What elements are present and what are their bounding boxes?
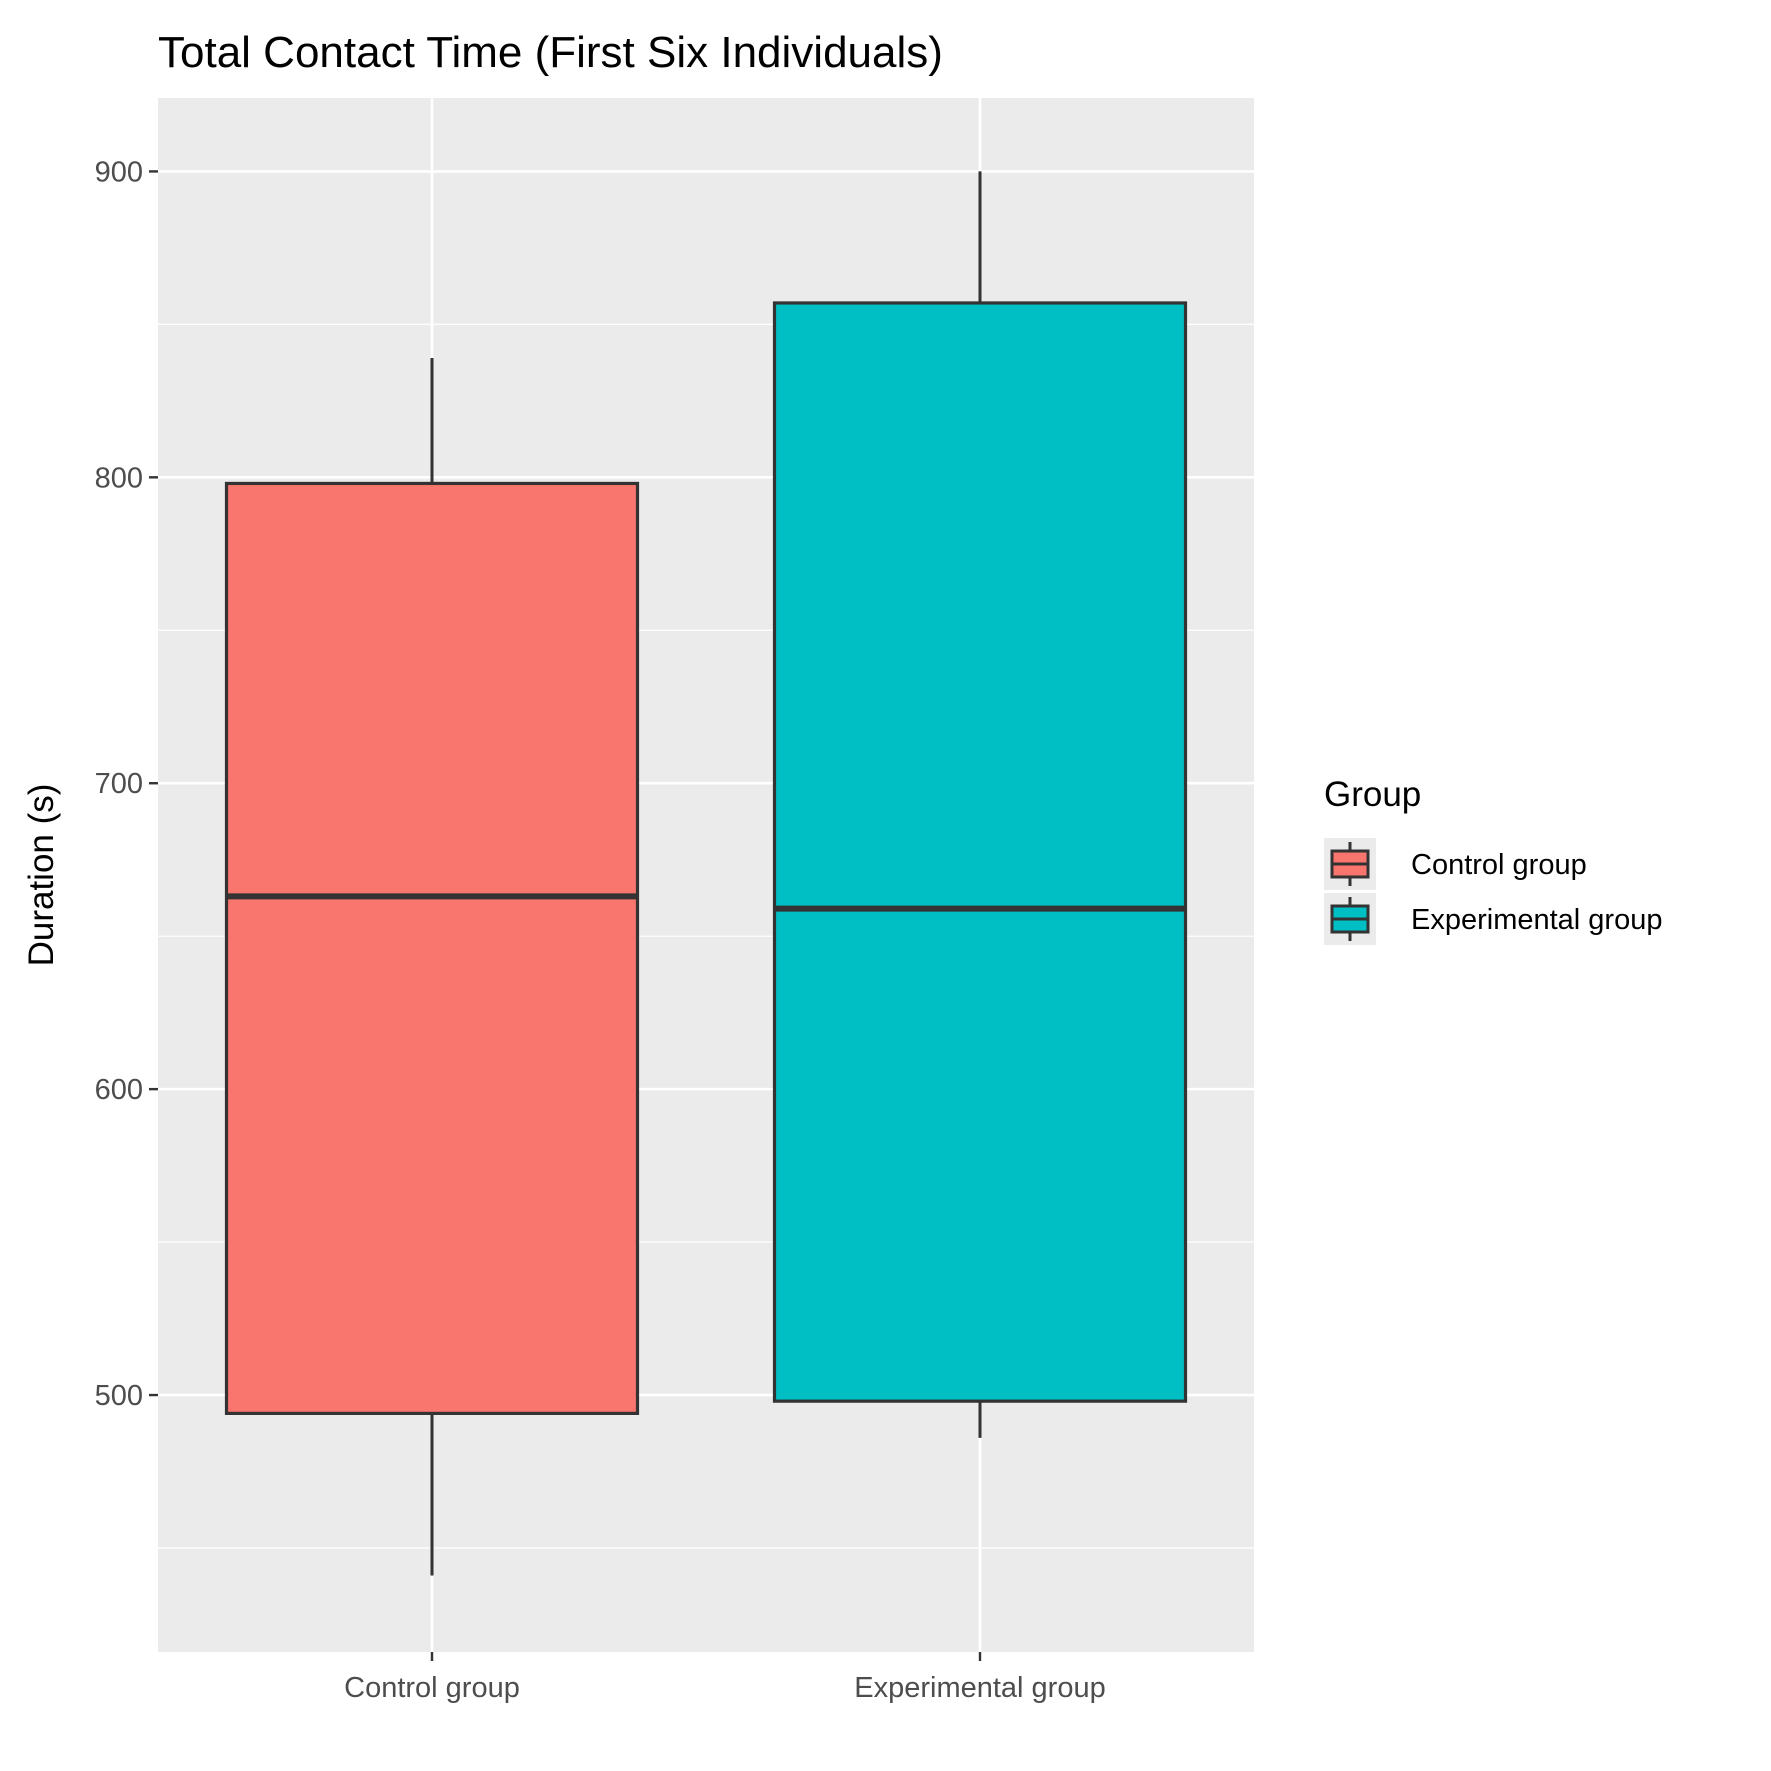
box-body [772,301,1188,1403]
axes: 500 600 700 800 900 Control group Experimental… [95,156,1106,1704]
y-tick-label: 600 [95,1074,143,1106]
x-tick-label: Experimental group [854,1672,1105,1704]
legend-label: Experimental group [1411,904,1662,936]
legend-label: Control group [1411,849,1587,881]
box-0 [224,358,640,1576]
legend-entry-0: Control group [1324,838,1587,890]
chart-title: Total Contact Time (First Six Individual… [158,28,943,77]
legend-title: Group [1324,775,1421,814]
x-tick-label: Control group [344,1672,520,1704]
y-tick-label: 500 [95,1380,143,1412]
box-body [224,481,640,1415]
box-layer [224,171,1188,1576]
y-tick-label: 900 [95,156,143,188]
y-tick-label: 800 [95,462,143,494]
y-tick-label: 700 [95,768,143,800]
box-1 [772,171,1188,1438]
legend-entry-1: Experimental group [1324,893,1662,945]
y-axis-label: Duration (s) [22,784,61,967]
legend: Group Control group Experimental group [1324,775,1662,945]
